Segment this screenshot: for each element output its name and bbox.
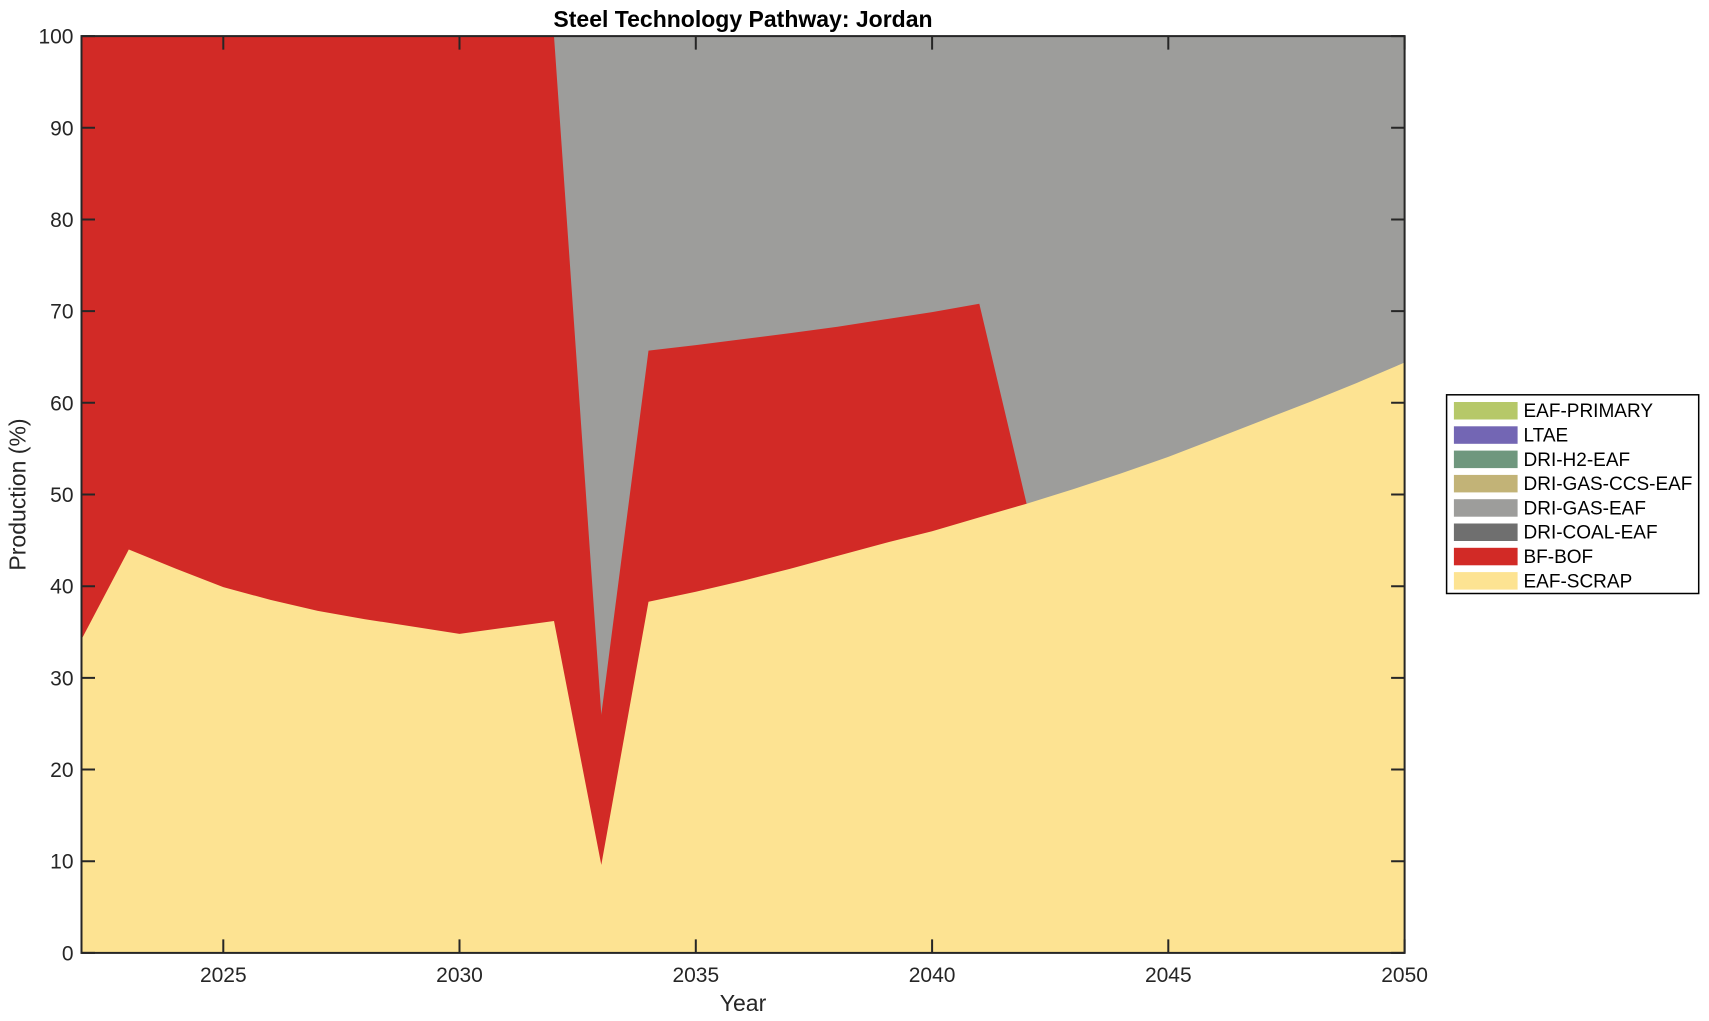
svg-text:100: 100 bbox=[38, 26, 73, 49]
svg-text:2050: 2050 bbox=[1381, 964, 1428, 987]
svg-text:2030: 2030 bbox=[436, 964, 483, 987]
svg-text:2040: 2040 bbox=[909, 964, 956, 987]
svg-text:60: 60 bbox=[50, 392, 73, 415]
svg-text:10: 10 bbox=[50, 851, 73, 874]
svg-text:30: 30 bbox=[50, 667, 73, 690]
svg-text:2045: 2045 bbox=[1145, 964, 1192, 987]
svg-text:DRI-H2-EAF: DRI-H2-EAF bbox=[1524, 450, 1631, 471]
svg-text:Production (%): Production (%) bbox=[5, 418, 31, 570]
svg-text:DRI-GAS-EAF: DRI-GAS-EAF bbox=[1524, 498, 1646, 519]
svg-text:DRI-GAS-CCS-EAF: DRI-GAS-CCS-EAF bbox=[1524, 474, 1693, 495]
svg-text:0: 0 bbox=[62, 942, 74, 965]
svg-text:EAF-SCRAP: EAF-SCRAP bbox=[1524, 571, 1633, 592]
svg-text:DRI-COAL-EAF: DRI-COAL-EAF bbox=[1524, 523, 1658, 544]
svg-text:90: 90 bbox=[50, 117, 73, 140]
svg-text:40: 40 bbox=[50, 576, 73, 599]
svg-text:20: 20 bbox=[50, 759, 73, 782]
svg-text:2025: 2025 bbox=[200, 964, 247, 987]
svg-text:EAF-PRIMARY: EAF-PRIMARY bbox=[1524, 401, 1654, 422]
svg-text:Year: Year bbox=[720, 990, 767, 1016]
svg-text:Steel Technology Pathway: Jord: Steel Technology Pathway: Jordan bbox=[553, 6, 932, 32]
svg-text:70: 70 bbox=[50, 301, 73, 324]
svg-text:LTAE: LTAE bbox=[1524, 426, 1569, 447]
svg-text:BF-BOF: BF-BOF bbox=[1524, 547, 1594, 568]
svg-text:50: 50 bbox=[50, 484, 73, 507]
svg-text:2035: 2035 bbox=[672, 964, 719, 987]
svg-text:80: 80 bbox=[50, 209, 73, 232]
